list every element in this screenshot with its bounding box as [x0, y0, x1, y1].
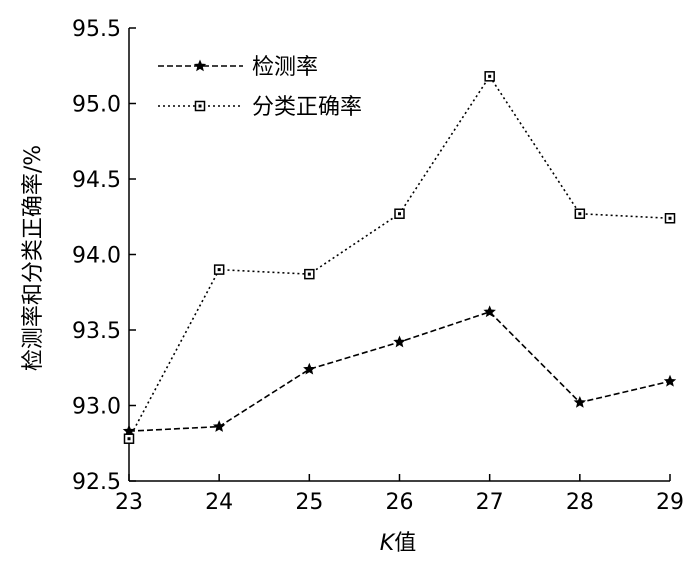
data-point — [484, 71, 495, 82]
data-point — [664, 213, 676, 224]
data-point — [212, 420, 226, 432]
legend-label: 分类正确率 — [252, 95, 362, 120]
series-1 — [122, 305, 677, 437]
legend-entry: 分类正确率 — [158, 95, 362, 120]
x-tick-label: 27 — [476, 490, 504, 515]
data-point — [483, 305, 496, 318]
series-line — [128, 310, 671, 432]
data-point — [663, 374, 677, 387]
legend-marker — [193, 59, 207, 72]
legend-label: 检测率 — [252, 55, 318, 80]
x-tick-label: 26 — [386, 490, 414, 515]
x-axis-label-italic: K — [380, 531, 396, 556]
data-point — [394, 208, 405, 219]
legend-entry: 检测率 — [158, 55, 318, 80]
series-line — [128, 74, 671, 440]
y-tick-label: 95.5 — [72, 17, 121, 42]
x-tick-label: 28 — [566, 490, 594, 515]
x-tick-label: 24 — [205, 490, 233, 515]
data-point — [304, 268, 315, 280]
x-tick-label: 29 — [656, 490, 684, 515]
x-tick-label: 25 — [295, 490, 323, 515]
y-tick-label: 94.0 — [72, 244, 121, 269]
axes — [128, 28, 670, 482]
x-axis-label: K值 — [380, 531, 416, 556]
y-tick-label: 92.5 — [72, 470, 121, 495]
y-axis-label: 检测率和分类正确率/% — [21, 145, 46, 371]
data-point — [574, 208, 586, 219]
data-point — [393, 335, 406, 348]
x-tick-label: 23 — [115, 490, 143, 515]
data-point — [573, 395, 587, 408]
data-point — [213, 264, 225, 275]
series-2 — [123, 71, 676, 444]
y-axis-ticks: 92.5 93.0 93.5 94.0 94.5 95.0 95.5 — [72, 17, 136, 495]
y-tick-label: 93.0 — [72, 395, 121, 420]
y-tick-label: 93.5 — [72, 319, 121, 344]
data-point — [123, 433, 135, 444]
y-tick-label: 94.5 — [72, 168, 121, 193]
legend-marker — [194, 100, 206, 112]
y-tick-label: 95.0 — [72, 93, 121, 118]
data-point — [303, 362, 316, 375]
x-axis-label-rest: 值 — [394, 531, 416, 556]
x-axis-ticks: 23 24 25 26 27 28 29 — [115, 474, 684, 515]
series-group — [122, 71, 677, 444]
